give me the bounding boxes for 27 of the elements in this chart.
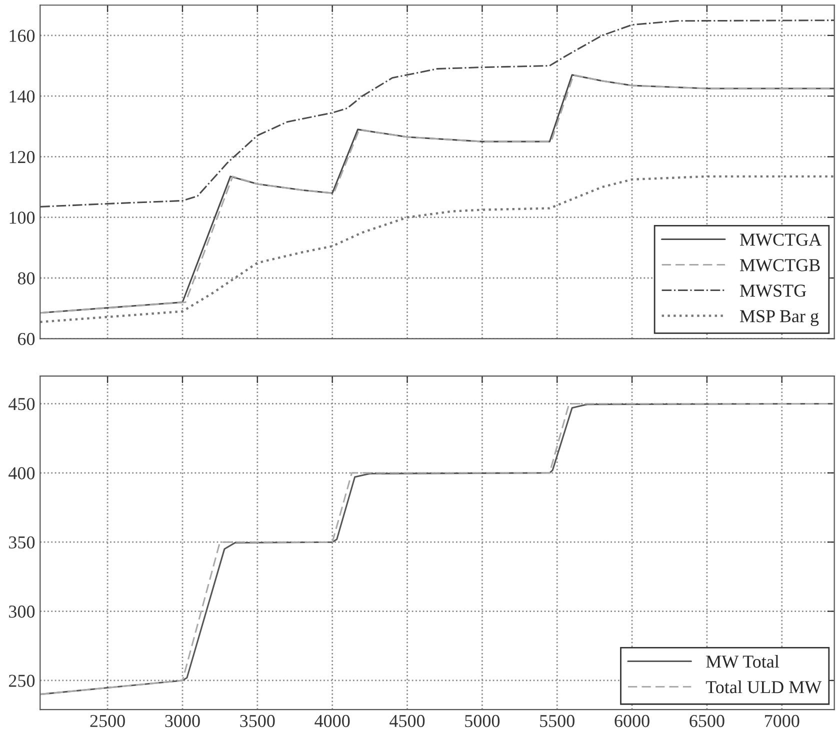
y-tick-label: 140 — [10, 90, 35, 103]
legend-label: MW Total — [706, 655, 780, 668]
y-tick-label: 350 — [9, 536, 35, 549]
x-tick-label: 6500 — [690, 714, 724, 728]
legend-label: MWCTGB — [740, 259, 820, 272]
x-tick-label: 3000 — [165, 714, 200, 728]
y-tick-label: 400 — [8, 467, 35, 480]
legend-label: MSP Bar g — [740, 310, 819, 326]
x-tick-label: 6000 — [614, 714, 650, 728]
y-tick-label: 300 — [9, 606, 35, 618]
y-tick-label: 80 — [18, 272, 35, 284]
x-tick-label: 5500 — [540, 714, 574, 728]
x-tick-label: 3500 — [240, 714, 275, 728]
x-tick-label: 4500 — [390, 714, 425, 728]
x-tick-label: 7000 — [765, 714, 800, 728]
legend-label: Total ULD MW — [706, 680, 822, 694]
legend-label: MWCTGA — [740, 234, 822, 246]
x-tick-label: 5000 — [465, 714, 500, 728]
legend-label: MWSTG — [740, 284, 806, 297]
y-tick-label: 450 — [8, 398, 35, 410]
y-tick-label: 120 — [10, 150, 35, 164]
y-tick-label: 100 — [10, 212, 35, 224]
y-tick-label: 60 — [18, 332, 35, 346]
x-tick-label: 2500 — [90, 714, 125, 728]
y-tick-label: 160 — [10, 30, 35, 42]
y-tick-label: 250 — [8, 674, 35, 687]
x-tick-label: 4000 — [314, 714, 350, 728]
